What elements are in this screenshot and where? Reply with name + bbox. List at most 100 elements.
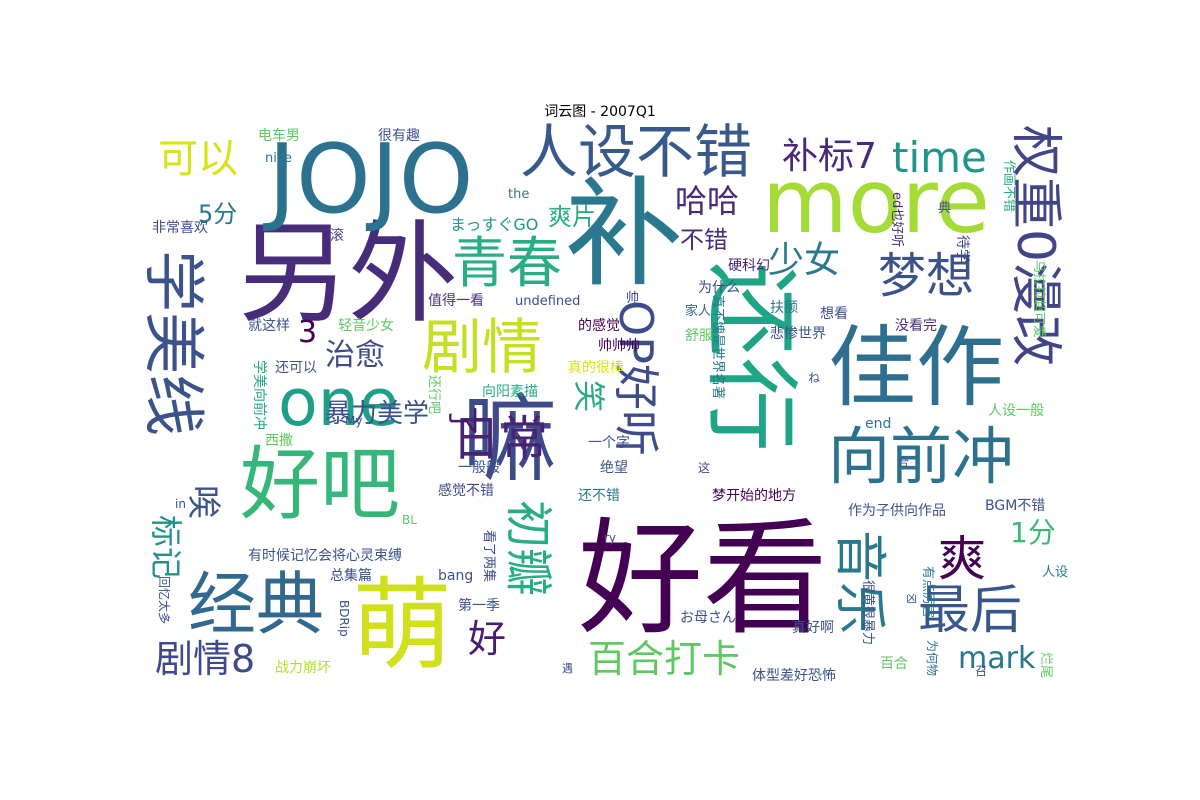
word: 一般般 (458, 460, 500, 476)
word: end (865, 416, 891, 432)
word: in (175, 497, 186, 511)
word: 很黄很暴力 (860, 580, 875, 645)
word: 为何物 (925, 640, 939, 676)
word: 最后 (918, 581, 1022, 641)
word: 梦开始的地方 (712, 488, 796, 504)
word: 1分 (1010, 516, 1056, 549)
word: 人设一般 (988, 403, 1044, 419)
word: 帅帅帅 (598, 338, 640, 354)
word: まっすぐGO (450, 215, 538, 234)
word: 经典 (188, 566, 324, 645)
word: 3 (298, 315, 317, 350)
word: 真的很棒 (568, 360, 624, 376)
word: 好 (468, 617, 506, 661)
word: 西撒 (265, 433, 293, 449)
word: 真不愧是世界名著 (710, 295, 726, 399)
word: 可以 (158, 136, 238, 182)
word: OP好听 (609, 300, 663, 456)
word: 滚 (330, 227, 344, 244)
word: 爽片 (548, 203, 596, 231)
word: 百合 (880, 656, 908, 672)
word: 治愈 (325, 338, 385, 373)
word: 第一季 (458, 597, 500, 614)
word: 合 (898, 455, 909, 469)
word: 5分 (198, 200, 237, 228)
word: お母さん (680, 610, 736, 626)
word: 总集篇 (330, 567, 372, 584)
word: 这 (698, 460, 710, 475)
word: 硬科幻 (728, 258, 770, 274)
word: 嘛 (462, 385, 557, 495)
word: 向阳素描 (482, 384, 538, 400)
word: 悲惨世界 (770, 325, 826, 342)
word: 还不错 (578, 488, 620, 504)
word: 乌拉拉超可爱 (1031, 260, 1047, 338)
word: 好看 (578, 507, 828, 652)
word: 作为子供向作品 (848, 503, 946, 519)
word: 舒服 (685, 328, 713, 344)
word: 感觉不错 (438, 482, 494, 499)
word: BGM不错 (985, 498, 1045, 514)
word: My (345, 414, 362, 428)
word: ed也好听 (889, 192, 904, 247)
word: BDRip (337, 600, 351, 637)
word: 音乐 (829, 530, 889, 634)
chart-title: 词云图 - 2007Q1 (544, 104, 656, 120)
word: 电车男 (258, 127, 300, 144)
word: 的感觉 (578, 317, 620, 334)
word: 值得一看 (428, 292, 484, 309)
word: 权重0漫改 (1005, 125, 1065, 366)
word: BL (402, 513, 417, 527)
word: 扶额 (770, 300, 798, 316)
word: 初瓣 (500, 500, 556, 596)
word: 想看 (820, 306, 848, 322)
word: nice (265, 151, 292, 166)
word: 人设不错 (520, 118, 752, 186)
word: 百合打卡 (588, 637, 740, 681)
word: 作画不错 (1001, 160, 1016, 212)
word: 烂尾 (1038, 652, 1053, 678)
word: 没看完 (895, 318, 937, 334)
word: 学美线 (137, 250, 210, 436)
word: 唉 (183, 485, 223, 519)
word: 很有趣 (378, 128, 420, 144)
word: 一个字 (588, 435, 630, 451)
word: 剧情8 (155, 637, 255, 681)
word: 剧情 (422, 313, 542, 383)
word: 爽 (938, 531, 986, 587)
word: 就这样 (248, 317, 290, 334)
word: ry (604, 531, 616, 545)
word: 人设 (1042, 565, 1068, 580)
word: 遇 (562, 662, 573, 675)
word: 非常喜欢 (152, 220, 208, 236)
word: 轻音少女 (338, 317, 394, 334)
word: 青春 (452, 231, 562, 295)
word: 回忆太多 (157, 576, 172, 624)
word: 补 (565, 165, 683, 303)
word: 待学 (954, 235, 970, 263)
word: 还行 (695, 262, 805, 452)
word: 不错 (680, 226, 728, 254)
word: undefined (515, 294, 580, 309)
word: 日常 (452, 411, 548, 467)
word: mark (958, 641, 1036, 676)
word: 典 (938, 201, 951, 216)
word: 学美向前冲 (251, 360, 268, 430)
word: more (762, 150, 990, 253)
word: 有时候记忆会将心灵束缚 (248, 547, 402, 564)
word: 暴力美学 (325, 399, 429, 429)
word: 还可以 (275, 360, 317, 376)
word: JOJO (263, 125, 474, 235)
word: 哈哈 (675, 182, 739, 220)
word: 家人 (685, 303, 711, 319)
word: 体型差好恐怖 (752, 667, 836, 684)
word: 向前冲 (828, 420, 1014, 493)
word: the (508, 187, 529, 202)
word: ね (808, 371, 820, 385)
word: 萌 (352, 567, 452, 684)
word: 战力崩坏 (275, 660, 331, 676)
word: 为什么 (698, 280, 740, 296)
word: 少女 (768, 240, 840, 281)
word: bang (438, 568, 473, 584)
